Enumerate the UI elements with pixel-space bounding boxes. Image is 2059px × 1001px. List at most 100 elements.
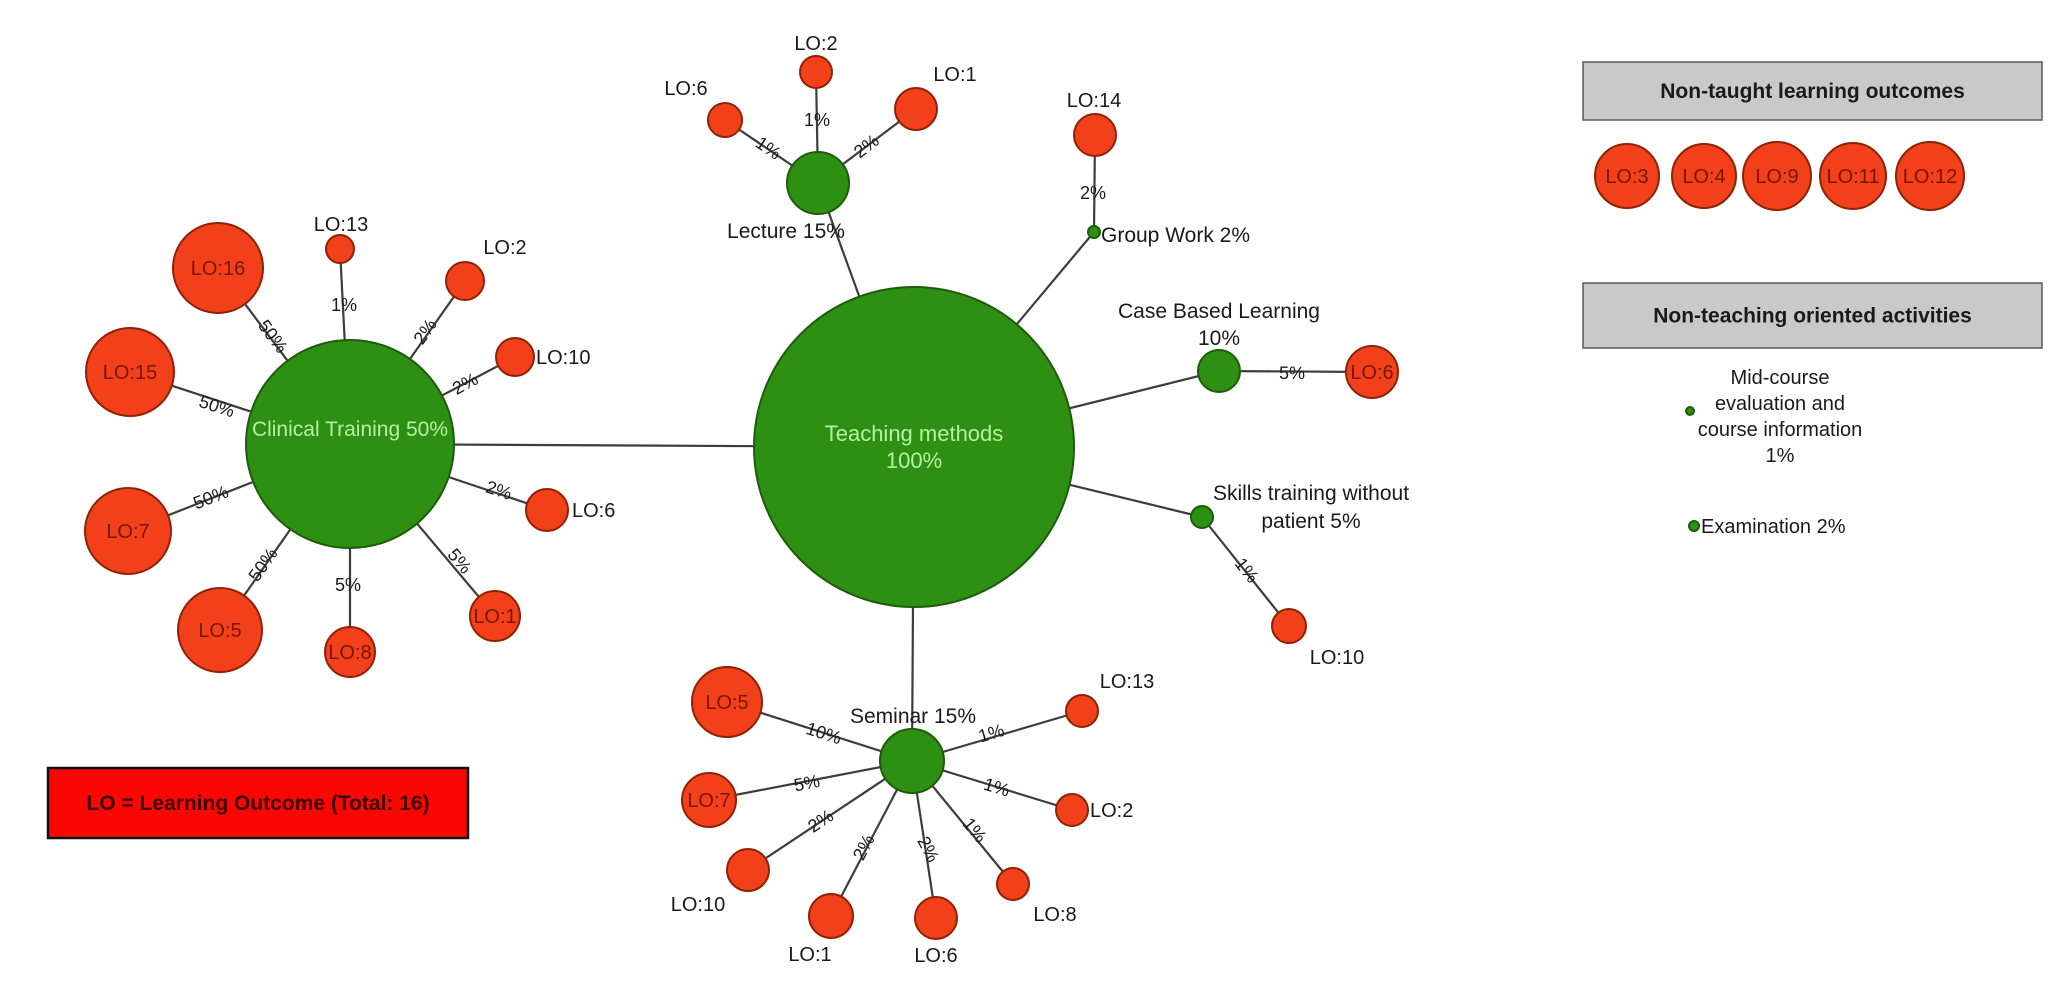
ct-lo1-label: LO:1 [473, 606, 516, 628]
teaching-methods-node [753, 286, 1075, 608]
non-taught-header-box [1582, 61, 2043, 121]
sem-lo5-node [691, 666, 763, 738]
examination-label: Examination 2% [1701, 516, 1846, 538]
non-teaching-header-box [1582, 282, 2043, 349]
examination-node [1688, 520, 1700, 532]
ct-lo5-node [177, 587, 263, 673]
st-lo10-label: LO:10 [1310, 647, 1364, 669]
gw-lo14-node [1073, 113, 1117, 157]
edge-label-clinical-training-ct-lo6: 2% [483, 477, 514, 504]
ct-lo16-node [172, 222, 264, 314]
ct-lo7-label: LO:7 [106, 521, 149, 543]
seminar-label: Seminar 15% [850, 705, 976, 728]
mid-course-evaluation-label: evaluation and [1715, 393, 1845, 415]
nt-lo12-label: LO:12 [1903, 166, 1957, 188]
teaching-methods-label: 100% [886, 448, 942, 473]
mid-course-evaluation-node [1685, 406, 1695, 416]
edge-label-clinical-training-ct-lo13: 1% [331, 295, 357, 315]
edge-label-seminar-sem-lo2: 1% [981, 774, 1012, 801]
clinical-training-node [245, 339, 455, 549]
edge-label-clinical-training-ct-lo15: 50% [197, 391, 237, 421]
edge-seminar-sem-lo7 [708, 759, 913, 802]
edge-label-clinical-training-ct-lo1: 5% [444, 545, 476, 578]
sem-lo1-node [808, 893, 854, 939]
lecture-node [786, 151, 850, 215]
group-work-node [1087, 225, 1101, 239]
sem-lo7-node [681, 772, 737, 828]
edge-label-clinical-training-ct-lo2: 2% [409, 315, 440, 348]
nt-lo4-node [1671, 143, 1737, 209]
lec-lo1-node [894, 87, 938, 131]
ct-lo16-label: LO:16 [191, 258, 245, 280]
ct-lo6-node [525, 488, 569, 532]
sem-lo10-node [726, 848, 770, 892]
edge-label-seminar-sem-lo13: 1% [976, 720, 1007, 747]
edge-label-lecture-lec-lo2: 1% [804, 110, 830, 130]
nt-lo12-node [1895, 141, 1965, 211]
skills-training-label: Skills training without [1213, 482, 1409, 505]
sem-lo2-label: LO:2 [1090, 800, 1133, 822]
sem-lo8-label: LO:8 [1033, 904, 1076, 926]
mid-course-evaluation-label: course information [1698, 419, 1863, 441]
clinical-training-label: Clinical Training 50% [252, 418, 448, 441]
nt-lo9-label: LO:9 [1755, 166, 1798, 188]
seminar-node [879, 728, 945, 794]
sem-lo13-label: LO:13 [1100, 671, 1154, 693]
boxes-layer: Non-taught learning outcomes Non-teaching… [46, 61, 2043, 840]
sem-lo10-label: LO:10 [671, 894, 725, 916]
sem-lo6-label: LO:6 [914, 945, 957, 967]
ct-lo1-node [469, 590, 521, 642]
ct-lo6-label: LO:6 [572, 500, 615, 522]
lec-lo6-node [707, 102, 743, 138]
sem-lo1-label: LO:1 [788, 944, 831, 966]
edge-label-lecture-lec-lo6: 1% [752, 132, 785, 163]
mid-course-evaluation-label: 1% [1766, 445, 1795, 467]
case-based-learning-node [1197, 349, 1241, 393]
edge-label-clinical-training-ct-lo7: 50% [190, 482, 231, 514]
sem-lo13-node [1065, 694, 1099, 728]
group-work-label: Group Work 2% [1101, 224, 1250, 247]
sem-lo5-label: LO:5 [705, 692, 748, 714]
nodes-layer [84, 55, 1965, 940]
case-based-learning-label: Case Based Learning [1118, 300, 1320, 323]
ct-lo5-label: LO:5 [198, 620, 241, 642]
edge-label-clinical-training-ct-lo8: 5% [335, 575, 361, 595]
nt-lo9-node [1742, 141, 1812, 211]
nt-lo3-label: LO:3 [1605, 166, 1648, 188]
non-teaching-header-label: Non-teaching oriented activities [1653, 305, 1972, 328]
nt-lo4-label: LO:4 [1682, 166, 1725, 188]
sem-lo8-node [996, 867, 1030, 901]
ct-lo2-label: LO:2 [483, 237, 526, 259]
edge-label-seminar-sem-lo5: 10% [804, 718, 844, 748]
ct-lo13-label: LO:13 [314, 214, 368, 236]
ct-lo10-label: LO:10 [536, 347, 590, 369]
edge-skills-training-st-lo10 [1201, 516, 1290, 627]
mid-course-evaluation-label: Mid-course [1731, 367, 1830, 389]
ct-lo13-node [325, 234, 355, 264]
nt-lo11-node [1819, 142, 1887, 210]
sem-lo2-node [1055, 793, 1089, 827]
teaching-methods-label: Teaching methods [825, 421, 1004, 446]
sem-lo6-node [914, 896, 958, 940]
nt-lo3-node [1594, 143, 1660, 209]
cbl-lo6-label: LO:6 [1350, 362, 1393, 384]
edge-label-seminar-sem-lo7: 5% [792, 771, 821, 796]
st-lo10-node [1271, 608, 1307, 644]
edge-label-seminar-sem-lo6: 2% [913, 833, 943, 865]
skills-training-label: patient 5% [1261, 510, 1360, 533]
edge-label-seminar-sem-lo1: 2% [849, 831, 879, 863]
gw-lo14-label: LO:14 [1067, 90, 1121, 112]
nt-lo11-label: LO:11 [1827, 166, 1880, 188]
edge-label-lecture-lec-lo1: 2% [850, 130, 883, 162]
lecture-label: Lecture 15% [727, 220, 845, 243]
lo-legend-label: LO = Learning Outcome (Total: 16) [86, 792, 429, 815]
case-based-learning-label: 10% [1198, 327, 1240, 350]
ct-lo8-node [324, 626, 376, 678]
lec-lo1-label: LO:1 [933, 64, 976, 86]
edge-label-case-based-learning-cbl-lo6: 5% [1279, 363, 1305, 383]
sem-lo7-label: LO:7 [687, 790, 730, 812]
lec-lo6-label: LO:6 [664, 78, 707, 100]
ct-lo7-node [84, 487, 172, 575]
